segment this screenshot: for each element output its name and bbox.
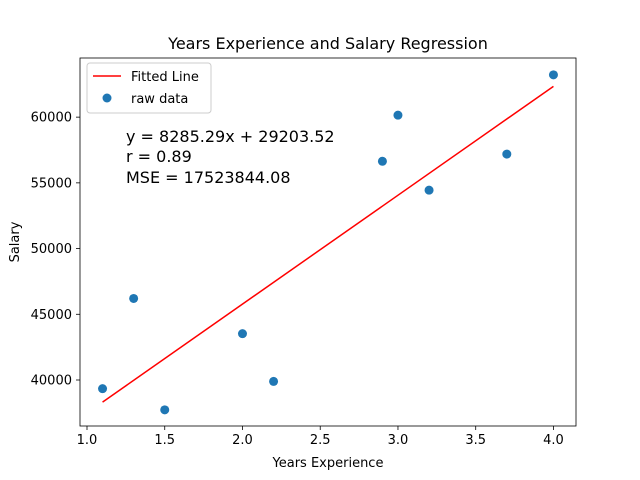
x-tick-label: 1.0 (77, 433, 98, 448)
chart-title: Years Experience and Salary Regression (167, 34, 488, 53)
data-point (160, 405, 170, 415)
x-tick-label: 3.0 (388, 433, 409, 448)
y-tick-label: 40000 (31, 374, 72, 389)
data-point (424, 185, 434, 195)
mse-annotation: MSE = 17523844.08 (126, 168, 291, 187)
fitted-line (102, 85, 554, 403)
data-point (548, 70, 558, 80)
data-point (269, 376, 279, 386)
correlation-annotation: r = 0.89 (126, 147, 192, 166)
x-tick-label: 2.5 (310, 433, 331, 448)
x-tick-label: 1.5 (154, 433, 175, 448)
legend-label-fitted-line: Fitted Line (131, 70, 199, 85)
legend-label-raw-data: raw data (131, 92, 188, 107)
y-tick-label: 45000 (31, 308, 72, 323)
data-point (98, 384, 108, 394)
x-tick-label: 3.5 (465, 433, 486, 448)
data-point (129, 293, 139, 303)
legend-marker-swatch (102, 93, 112, 103)
x-tick-label: 4.0 (543, 433, 564, 448)
data-point (502, 149, 512, 159)
x-tick-label: 2.0 (232, 433, 253, 448)
y-axis-label: Salary (8, 221, 23, 262)
x-axis-label: Years Experience (272, 456, 384, 471)
data-point (377, 156, 387, 166)
plot-area: 1.0 1.5 2.0 2.5 3.0 3.5 4.0 40000 45000 50000 5500… (31, 57, 577, 448)
y-tick-label: 55000 (31, 176, 72, 191)
data-point (393, 110, 403, 120)
axes-frame (79, 57, 577, 427)
equation-annotation: y = 8285.29x + 29203.52 (126, 127, 335, 146)
y-tick-label: 50000 (31, 242, 72, 257)
legend: Fitted Line raw data (86, 62, 212, 114)
y-tick-label: 60000 (31, 111, 72, 126)
data-point (237, 329, 247, 339)
